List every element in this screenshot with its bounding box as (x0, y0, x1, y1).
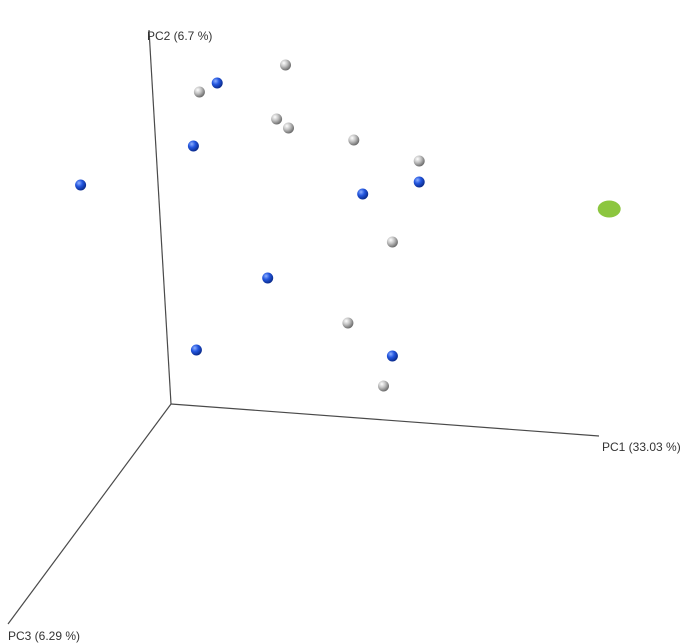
data-point-s1-5[interactable] (413, 155, 425, 167)
pc1-axis-label: PC1 (33.03 %) (602, 440, 681, 454)
data-point-s0-1[interactable] (187, 140, 199, 152)
data-point-s1-8[interactable] (378, 380, 389, 392)
pc3-axis-line (7, 403, 172, 625)
data-point-s1-4[interactable] (348, 134, 360, 146)
data-point-s0-7[interactable] (386, 350, 398, 362)
data-point-s0-4[interactable] (413, 176, 425, 188)
data-point-s0-2[interactable] (75, 179, 87, 191)
pc2-axis-line (148, 29, 172, 405)
axis-labels: PC2 (6.7 %) PC1 (33.03 %) PC3 (6.29 %) (8, 29, 681, 643)
data-point-s1-0[interactable] (193, 86, 205, 98)
axes-group (7, 29, 600, 625)
data-point-s1-3[interactable] (283, 122, 294, 134)
data-point-s0-0[interactable] (211, 77, 223, 89)
data-point-s0-3[interactable] (357, 188, 369, 200)
data-point-s0-6[interactable] (190, 344, 202, 356)
data-point-s1-7[interactable] (342, 317, 354, 329)
data-point-s1-2[interactable] (271, 113, 283, 125)
pc3-axis-label: PC3 (6.29 %) (8, 629, 80, 643)
data-point-s2-0[interactable] (597, 200, 621, 218)
pc2-axis-label: PC2 (6.7 %) (147, 29, 212, 43)
data-point-s0-5[interactable] (262, 272, 274, 284)
data-point-s1-1[interactable] (280, 59, 291, 71)
data-point-s1-6[interactable] (386, 236, 398, 248)
data-points (75, 59, 621, 392)
pc1-axis-line (170, 403, 600, 437)
